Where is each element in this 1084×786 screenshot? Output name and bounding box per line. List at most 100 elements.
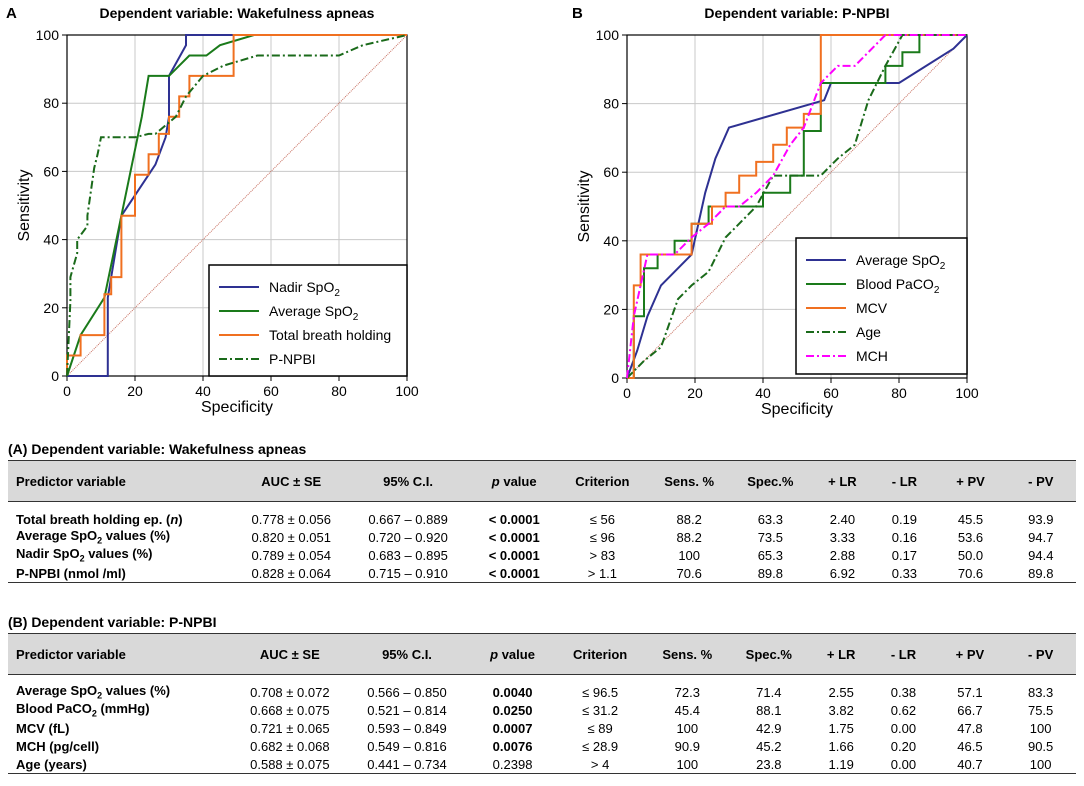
table-cell: ≤ 31.2	[582, 702, 619, 718]
table-cell: 3.33	[829, 529, 856, 545]
column-header: Predictor variable	[8, 633, 238, 675]
legend: Nadir SpO2 Average SpO2 Total breath holdi…	[208, 264, 408, 377]
table-cell: 45.5	[957, 511, 984, 527]
column-header: - PV	[1005, 633, 1076, 675]
y-tick-label: 80	[603, 96, 619, 112]
table-cell: 65.3	[757, 547, 783, 563]
table-cell: Total breath holding ep. (n)	[16, 511, 183, 527]
spacer-row	[8, 675, 1076, 684]
x-tick-label: 60	[823, 385, 839, 401]
table-cell: ≤ 96.5	[582, 684, 619, 700]
table-cell: > 1.1	[555, 564, 650, 583]
y-tick-label: 0	[611, 370, 619, 386]
table-cell: 72.3	[674, 684, 700, 700]
table-cell: 46.5	[957, 738, 983, 754]
table-cell: 1.75	[828, 720, 854, 736]
table-cell: 0.708 ± 0.072	[250, 684, 330, 700]
x-tick-label: 20	[687, 385, 703, 401]
column-header: p value	[471, 633, 554, 675]
table-cell: 0.667 – 0.889	[368, 511, 448, 527]
legend-label: Average SpO2	[856, 252, 946, 272]
y-tick-label: 80	[43, 95, 59, 111]
table-cell: < 0.0001	[488, 511, 540, 527]
roc-series-age	[626, 34, 967, 379]
x-tick-label: 40	[755, 385, 771, 401]
table-cell: 53.6	[957, 529, 984, 545]
table-cell: Nadir SpO2 values (%)	[16, 546, 153, 564]
legend-label: P-NPBI	[269, 351, 316, 367]
roc-series-nadir-spo	[67, 34, 407, 377]
y-tick-label: 100	[596, 27, 620, 43]
column-header: Sens. %	[649, 460, 730, 502]
table-cell: MCV (fL)	[16, 720, 70, 736]
table-cell: P-NPBI (nmol /ml)	[8, 564, 240, 583]
results-table-a: Predictor variable AUC ± SE 95% C.I. p valu…	[8, 460, 1076, 583]
table-cell: 94.4	[1028, 547, 1054, 563]
column-header: + PV	[935, 460, 1006, 502]
table-cell: < 0.0001	[488, 529, 540, 545]
table-cell: < 0.0001	[472, 564, 556, 583]
table-cell: 0.38	[890, 684, 917, 700]
table-cell: 66.7	[957, 702, 983, 718]
table-cell: 42.9	[756, 720, 782, 736]
legend-label: Blood PaCO2	[856, 276, 940, 296]
column-header: AUC ± SE	[237, 633, 343, 675]
column-header: Criterion	[553, 633, 648, 675]
table-cell: ≤ 89	[587, 720, 613, 736]
table-cell: 2.55	[828, 684, 854, 700]
column-header: Spec.%	[729, 460, 812, 502]
legend-label: Age	[856, 324, 881, 340]
table-cell: Average SpO2 values (%)	[16, 528, 171, 546]
table-row: Average SpO2 values (%) 0.708 ± 0.072 0.56…	[8, 683, 1076, 701]
table-cell: 0.715 – 0.910	[343, 564, 473, 583]
roc-chart-p-npbi: B Dependent variable: P-NPBI 0 20 40 60 80 100 0…	[572, 5, 979, 418]
y-tick-label: 20	[603, 301, 619, 317]
table-cell: 89.8	[1005, 564, 1076, 583]
table-cell: ≤ 96	[589, 529, 615, 545]
y-tick-label: 60	[43, 163, 59, 179]
table-cell: 1.19	[810, 755, 873, 774]
column-header: Criterion	[555, 460, 650, 502]
table-cell: 0.2398	[471, 755, 554, 774]
x-axis-label: Specificity	[761, 401, 833, 418]
table-cell: 94.7	[1028, 529, 1054, 545]
table-a-title: (A) Dependent variable: Wakefulness apne…	[8, 441, 307, 457]
table-cell: 0.828 ± 0.064	[239, 564, 344, 583]
x-tick-label: 20	[127, 383, 143, 399]
y-axis-label: Sensitivity	[16, 169, 33, 241]
table-cell: 6.92	[811, 564, 874, 583]
roc-chart-wakefulness-apneas: A Dependent variable: Wakefulness apneas 0…	[6, 5, 419, 416]
roc-series-average-spo	[626, 34, 968, 379]
x-tick-label: 100	[955, 385, 979, 401]
table-cell: 63.3	[757, 511, 783, 527]
table-row: Age (years) 0.588 ± 0.075 0.441 – 0.734 0.2…	[8, 755, 1076, 774]
table-cell: 0.521 – 0.814	[367, 702, 447, 718]
column-header: Sens. %	[647, 633, 728, 675]
table-cell: MCH (pg/cell)	[16, 738, 100, 754]
table-cell: 0.0007	[492, 720, 533, 736]
column-header: Predictor variable	[8, 460, 240, 502]
legend-label: MCV	[856, 300, 888, 316]
table-row: MCH (pg/cell) 0.682 ± 0.068 0.549 – 0.816 0…	[8, 737, 1076, 755]
table-cell: 45.4	[674, 702, 700, 718]
table-cell: 0.00	[890, 720, 917, 736]
table-cell: 23.8	[727, 755, 811, 774]
chart-title: Dependent variable: P-NPBI	[704, 5, 889, 21]
y-tick-label: 40	[43, 232, 59, 248]
roc-series-p-npbi	[66, 34, 408, 377]
y-axis-label: Sensitivity	[576, 170, 593, 242]
table-cell: 0.0250	[492, 702, 533, 718]
table-cell: 0.668 ± 0.075	[250, 702, 330, 718]
table-cell: 0.683 – 0.895	[368, 547, 448, 563]
table-cell: 100	[678, 547, 701, 563]
table-cell: 47.8	[957, 720, 983, 736]
table-cell: 0.593 – 0.849	[367, 720, 447, 736]
chart-title: Dependent variable: Wakefulness apneas	[100, 5, 375, 21]
column-header: 95% C.I.	[342, 633, 472, 675]
table-cell: 100	[676, 720, 699, 736]
table-cell: 75.5	[1027, 702, 1054, 718]
roc-series-mch	[626, 34, 967, 379]
table-cell: 0.721 ± 0.065	[250, 720, 330, 736]
table-cell: 2.88	[829, 547, 856, 563]
table-cell: 0.20	[890, 738, 917, 754]
